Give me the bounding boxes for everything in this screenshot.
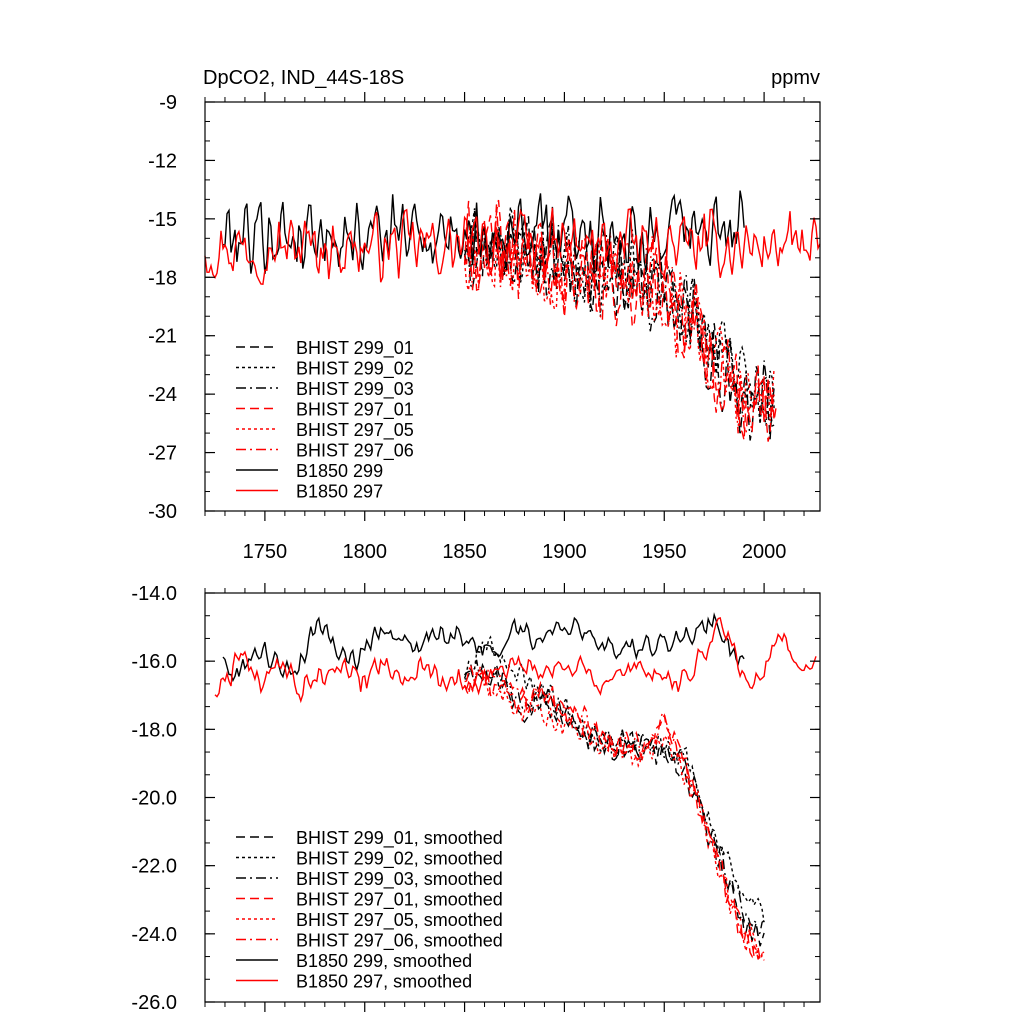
legend-label: BHIST 299_02 xyxy=(296,359,414,380)
x-tick-label: 1900 xyxy=(542,541,587,563)
series-line-bottom-bhist-297-01-smoothed xyxy=(463,672,765,960)
series-line-bottom-bhist-299-03-smoothed xyxy=(463,659,765,940)
y-tick-label: -20.0 xyxy=(131,788,177,810)
y-tick-label: -14.0 xyxy=(131,583,177,605)
bottom-series-group xyxy=(214,612,817,962)
legend-label: B1850 297, smoothed xyxy=(296,972,472,992)
legend-label: B1850 297 xyxy=(296,482,383,502)
series-line-top-bhist-297-01 xyxy=(463,199,777,442)
plot-frame xyxy=(204,101,821,512)
y-tick-label: -12 xyxy=(148,150,177,172)
y-tick-label: -21 xyxy=(148,326,177,348)
legend-label: B1850 299, smoothed xyxy=(296,951,472,971)
series-line-bottom-bhist-299-02-smoothed xyxy=(464,635,765,923)
x-tick-label: 1950 xyxy=(642,541,687,563)
top-chart-units: ppmv xyxy=(771,67,820,89)
x-tick-label: 1800 xyxy=(342,541,387,563)
series-line-bottom-b1850-299-smoothed xyxy=(222,612,745,683)
bottom-panel: -14.0 -16.0 -18.0 -20.0 -22.0 -24.0 -26.0 BHIS… xyxy=(131,583,821,1014)
series-line-top-bhist-299-02 xyxy=(463,206,775,426)
y-tick-label: -24.0 xyxy=(131,924,177,946)
legend-label: BHIST 297_01, smoothed xyxy=(296,890,503,911)
y-tick-label: -24 xyxy=(148,384,177,406)
y-tick-label: -27 xyxy=(148,443,177,465)
top-series-group xyxy=(204,190,821,442)
series-line-bottom-bhist-297-05-smoothed xyxy=(463,667,765,961)
x-tick-label: 2000 xyxy=(742,541,787,563)
series-line-bottom-bhist-297-06-smoothed xyxy=(464,661,765,962)
legend-label: BHIST 297_05, smoothed xyxy=(296,910,503,931)
x-tick-label: 1750 xyxy=(243,541,288,563)
y-tick-label: -18.0 xyxy=(131,719,177,741)
legend-label: BHIST 299_03, smoothed xyxy=(296,869,503,890)
y-tick-label: -18 xyxy=(148,267,177,289)
y-tick-label: -15 xyxy=(148,209,177,231)
series-line-top-bhist-299-03 xyxy=(463,224,775,441)
series-line-top-b1850-297 xyxy=(204,207,821,285)
legend-label: BHIST 299_02, smoothed xyxy=(296,849,503,870)
y-tick-label: -30 xyxy=(148,501,177,523)
x-tick-label: 1850 xyxy=(442,541,487,563)
series-line-top-bhist-297-06 xyxy=(463,204,775,434)
y-tick-label: -16.0 xyxy=(131,651,177,673)
legend-label: BHIST 297_01 xyxy=(296,400,414,421)
series-line-bottom-bhist-299-01-smoothed xyxy=(464,665,765,947)
legend-label: BHIST 297_05 xyxy=(296,420,414,441)
y-tick-label: -26.0 xyxy=(131,992,177,1014)
legend-label: BHIST 299_01, smoothed xyxy=(296,828,503,849)
top-chart-title: DpCO2, IND_44S-18S xyxy=(203,67,404,89)
y-tick-label: -22.0 xyxy=(131,856,177,878)
series-line-bottom-b1850-297-smoothed xyxy=(214,616,817,704)
y-tick-label: -9 xyxy=(159,92,177,114)
bottom-axes: -14.0 -16.0 -18.0 -20.0 -22.0 -24.0 -26.0 xyxy=(131,583,821,1014)
legend-label: BHIST 299_01 xyxy=(296,338,414,359)
legend-label: BHIST 297_06 xyxy=(296,441,414,462)
top-axes: -9 -12 -15 -18 -21 -24 -27 -30 1750 1800 1850 1900 1… xyxy=(148,92,821,563)
legend-label: B1850 299 xyxy=(296,461,383,481)
legend-label: BHIST 299_03 xyxy=(296,379,414,400)
legend-label: BHIST 297_06, smoothed xyxy=(296,931,503,952)
top-panel: DpCO2, IND_44S-18S ppmv -9 -12 -15 -18 -21 -2… xyxy=(148,67,821,563)
